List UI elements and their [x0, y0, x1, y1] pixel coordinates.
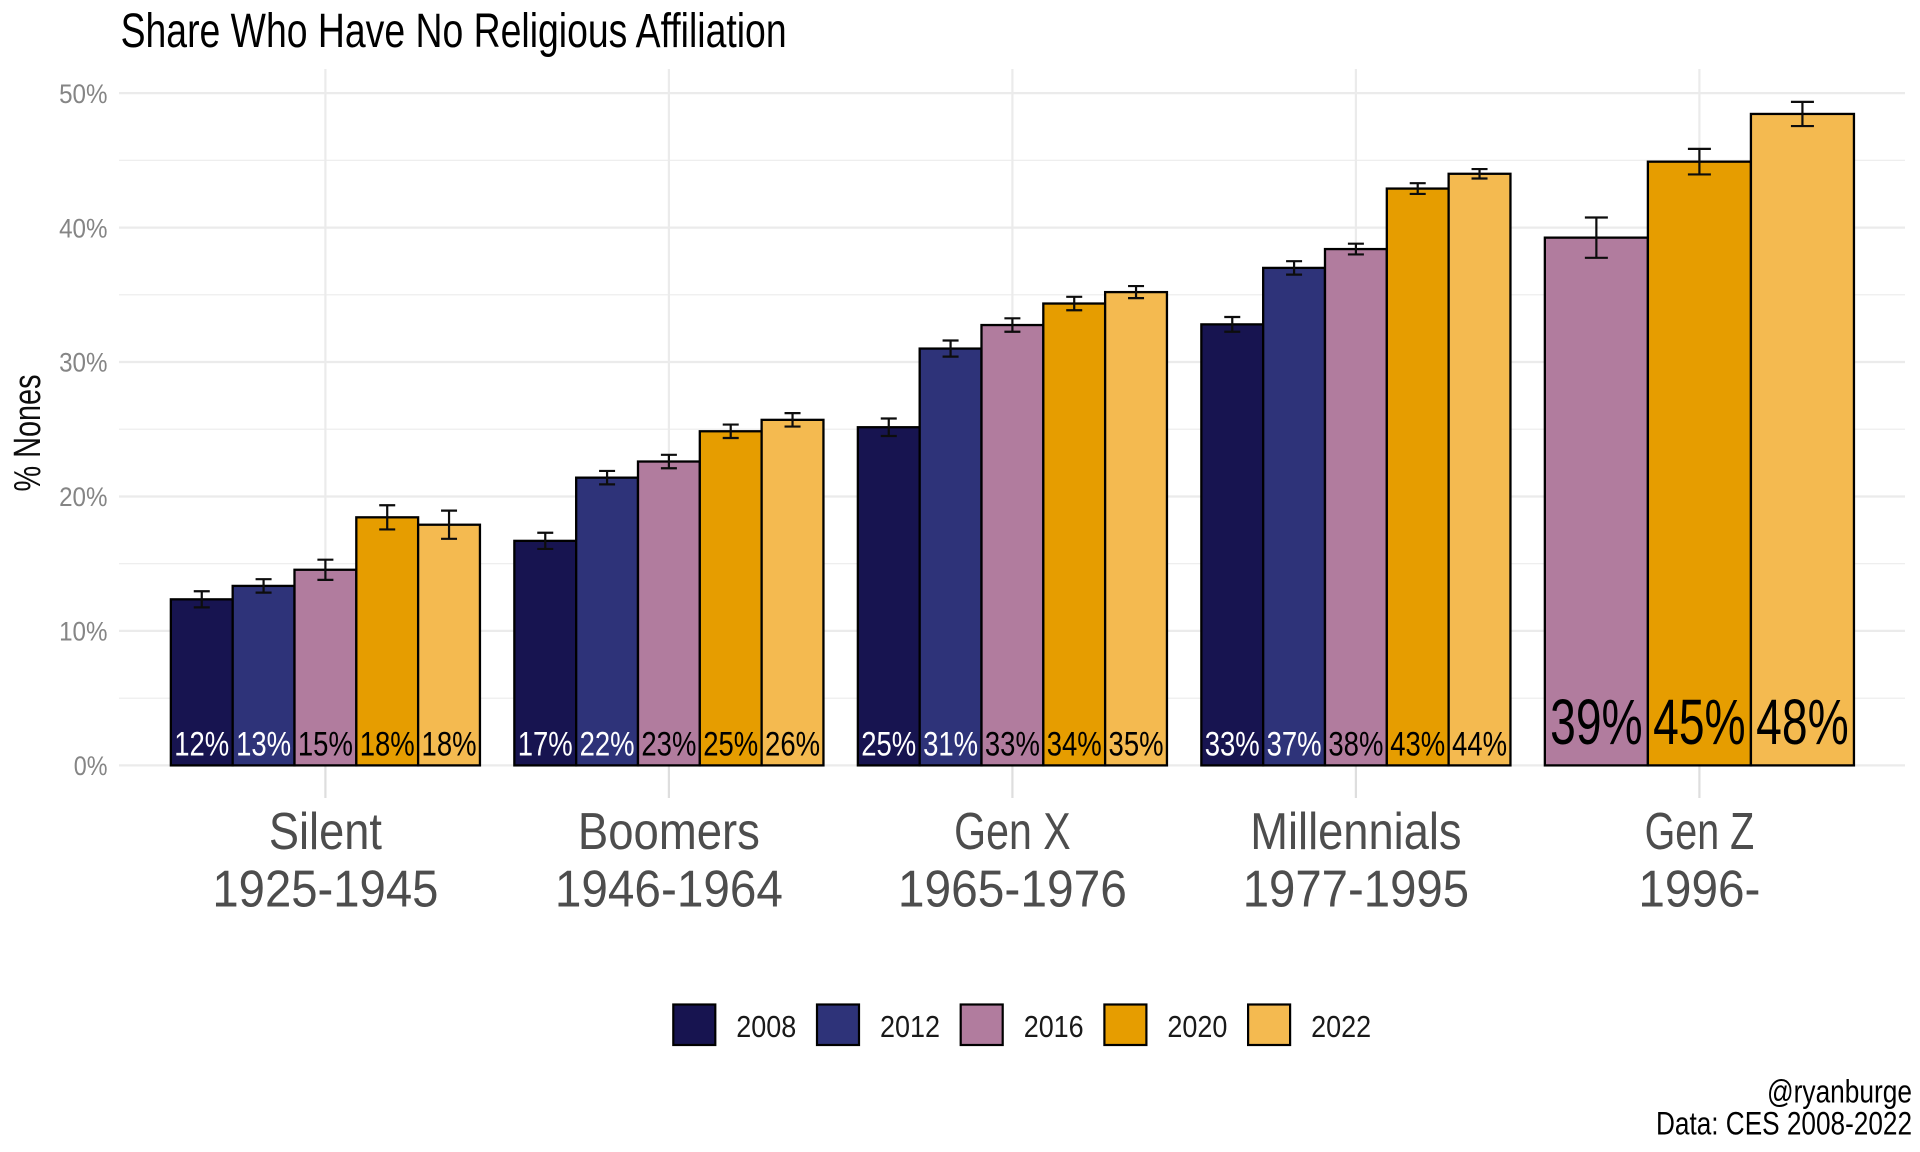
svg-text:1996-: 1996-: [1638, 861, 1760, 919]
svg-text:17%: 17%: [518, 726, 573, 764]
svg-text:Silent: Silent: [269, 803, 382, 861]
svg-text:Gen X: Gen X: [954, 803, 1071, 861]
svg-text:23%: 23%: [641, 726, 696, 764]
svg-text:30%: 30%: [59, 348, 107, 378]
svg-text:2012: 2012: [880, 1009, 940, 1044]
svg-text:Boomers: Boomers: [578, 803, 760, 861]
svg-text:0%: 0%: [74, 751, 108, 781]
svg-text:2020: 2020: [1167, 1009, 1227, 1044]
svg-text:43%: 43%: [1390, 726, 1445, 764]
svg-text:25%: 25%: [703, 726, 758, 764]
svg-text:13%: 13%: [236, 726, 291, 764]
svg-text:34%: 34%: [1047, 726, 1102, 764]
svg-text:Share Who Have No Religious Af: Share Who Have No Religious Affiliation: [121, 5, 787, 58]
svg-text:2022: 2022: [1311, 1009, 1371, 1044]
svg-text:25%: 25%: [861, 726, 916, 764]
svg-text:44%: 44%: [1452, 726, 1507, 764]
svg-text:39%: 39%: [1550, 686, 1643, 758]
svg-text:12%: 12%: [174, 726, 229, 764]
svg-text:50%: 50%: [59, 79, 107, 109]
svg-text:2016: 2016: [1024, 1009, 1084, 1044]
svg-text:37%: 37%: [1267, 726, 1322, 764]
svg-text:1965-1976: 1965-1976: [898, 861, 1127, 919]
svg-text:33%: 33%: [985, 726, 1040, 764]
svg-text:20%: 20%: [59, 482, 107, 512]
svg-text:33%: 33%: [1205, 726, 1260, 764]
svg-text:% Nones: % Nones: [7, 375, 49, 492]
svg-text:31%: 31%: [923, 726, 978, 764]
svg-text:38%: 38%: [1328, 726, 1383, 764]
svg-text:Gen Z: Gen Z: [1645, 803, 1755, 861]
svg-text:35%: 35%: [1109, 726, 1164, 764]
svg-text:18%: 18%: [360, 726, 415, 764]
svg-text:18%: 18%: [422, 726, 477, 764]
svg-text:40%: 40%: [59, 213, 107, 243]
svg-text:Data: CES 2008-2022: Data: CES 2008-2022: [1656, 1105, 1912, 1141]
svg-text:1977-1995: 1977-1995: [1243, 861, 1469, 919]
svg-text:2008: 2008: [736, 1009, 796, 1044]
svg-text:45%: 45%: [1653, 686, 1746, 758]
svg-text:1925-1945: 1925-1945: [212, 861, 438, 919]
svg-text:26%: 26%: [765, 726, 820, 764]
svg-text:Millennials: Millennials: [1250, 803, 1461, 861]
svg-text:@ryanburge: @ryanburge: [1767, 1074, 1912, 1110]
svg-text:1946-1964: 1946-1964: [555, 861, 783, 919]
svg-text:15%: 15%: [298, 726, 353, 764]
svg-text:22%: 22%: [580, 726, 635, 764]
svg-text:48%: 48%: [1756, 686, 1849, 758]
svg-text:10%: 10%: [59, 617, 107, 647]
